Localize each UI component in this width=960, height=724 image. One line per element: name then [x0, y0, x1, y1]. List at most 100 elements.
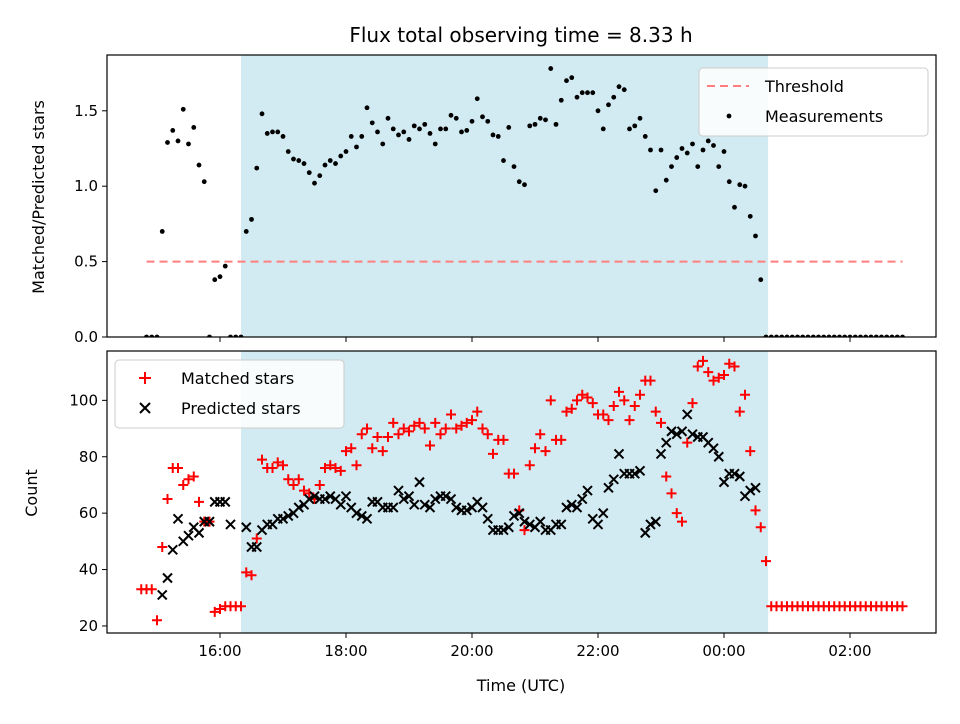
matched-star-point	[524, 460, 535, 471]
measurement-point	[343, 149, 349, 154]
matched-star-point	[666, 488, 677, 499]
measurement-point	[480, 114, 485, 120]
bottom-y-axis-label: Count	[22, 469, 41, 517]
measurement-point	[501, 158, 506, 163]
matched-star-point	[519, 525, 530, 536]
matched-star-point	[425, 440, 435, 451]
predicted-star-point	[319, 493, 331, 505]
predicted-star-point	[603, 482, 614, 493]
predicted-star-point	[277, 513, 289, 524]
matched-star-point	[745, 446, 756, 457]
matched-star-point	[440, 423, 451, 434]
measurement-point	[406, 137, 412, 142]
predicted-star-point	[671, 428, 682, 440]
top-plot-frame	[106, 54, 937, 338]
matched-star-point	[603, 415, 614, 426]
predicted-star-point	[325, 491, 336, 502]
predicted-star-point	[608, 474, 619, 485]
measurement-point	[191, 124, 197, 130]
matched-star-point	[719, 369, 729, 380]
top-legend-box	[698, 67, 929, 137]
predicted-star-point	[335, 499, 346, 510]
matched-star-point	[577, 389, 588, 400]
predicted-star-point	[251, 541, 262, 553]
measurement-point	[175, 138, 181, 144]
measurement-point	[611, 94, 617, 100]
x-tick-label: 16:00	[198, 642, 241, 660]
measurement-point	[637, 115, 643, 121]
matched-star-point	[661, 471, 672, 482]
measurement-point	[648, 147, 653, 153]
predicted-star-point	[498, 524, 509, 536]
predicted-star-point	[634, 465, 646, 477]
measurement-point	[469, 118, 475, 124]
bottom-y-tick-label: 80	[79, 448, 98, 466]
measurement-point	[165, 140, 170, 145]
matched-star-point	[461, 417, 472, 428]
predicted-star-point	[172, 513, 184, 524]
measurement-point	[448, 112, 454, 118]
predicted-star-point	[283, 510, 294, 522]
predicted-star-point	[676, 426, 688, 437]
predicted-star-point	[514, 507, 525, 519]
measurement-point	[380, 141, 386, 147]
matched-star-point	[398, 423, 409, 434]
measurement-point	[338, 153, 344, 159]
predicted-star-point	[566, 499, 577, 510]
measurement-point	[159, 229, 165, 234]
matched-star-point	[703, 367, 714, 378]
predicted-star-point	[535, 516, 546, 527]
predicted-star-point	[193, 527, 205, 539]
matched-star-point	[477, 423, 488, 434]
matched-star-point	[215, 604, 225, 615]
measurement-point	[443, 126, 449, 132]
matched-star-point	[545, 395, 556, 406]
predicted-star-point	[304, 493, 315, 505]
matched-star-point	[241, 567, 252, 578]
predicted-star-point	[508, 510, 520, 522]
measurement-point	[527, 123, 533, 129]
matched-star-point	[314, 479, 325, 490]
measurement-point	[438, 126, 443, 132]
legend-measurements-swatch	[726, 113, 732, 119]
measurement-point	[658, 147, 664, 153]
top-y-tick-label: 1.0	[74, 177, 98, 195]
predicted-star-point	[582, 485, 593, 496]
matched-star-point	[419, 423, 430, 434]
measurement-point	[690, 141, 695, 147]
predicted-star-point	[445, 493, 457, 505]
predicted-star-point	[713, 451, 724, 462]
predicted-star-point	[734, 471, 745, 482]
measurement-point	[390, 126, 396, 132]
legend-entry-label: Measurements	[765, 107, 883, 126]
predicted-star-point	[351, 507, 362, 519]
matched-star-point	[325, 460, 336, 471]
bottom-plot-frame	[106, 350, 937, 634]
measurement-point	[548, 66, 554, 71]
matched-star-point	[194, 496, 204, 507]
predicted-star-point	[655, 448, 667, 460]
x-tick-label: 00:00	[702, 642, 745, 660]
measurement-point	[695, 164, 701, 169]
measurement-point	[275, 129, 281, 135]
matched-star-point	[356, 429, 367, 440]
predicted-star-point	[424, 502, 436, 513]
matched-star-point	[362, 423, 372, 434]
predicted-star-point	[293, 502, 304, 513]
measurement-point	[716, 164, 722, 169]
matched-star-point	[257, 454, 267, 465]
matched-star-point	[430, 417, 441, 428]
predicted-star-point	[157, 589, 168, 601]
matched-star-point	[530, 443, 540, 454]
predicted-star-point	[309, 491, 320, 502]
top-y-tick-label: 0.5	[74, 253, 98, 271]
predicted-star-point	[414, 476, 425, 488]
measurement-point	[196, 162, 202, 168]
measurement-point	[553, 121, 559, 127]
measurement-point	[217, 274, 223, 280]
measurement-point	[464, 128, 470, 133]
matched-star-point	[283, 474, 294, 485]
predicted-star-point	[167, 544, 178, 556]
x-tick-label: 20:00	[450, 642, 493, 660]
top-y-tick-label: 1.5	[74, 102, 98, 120]
